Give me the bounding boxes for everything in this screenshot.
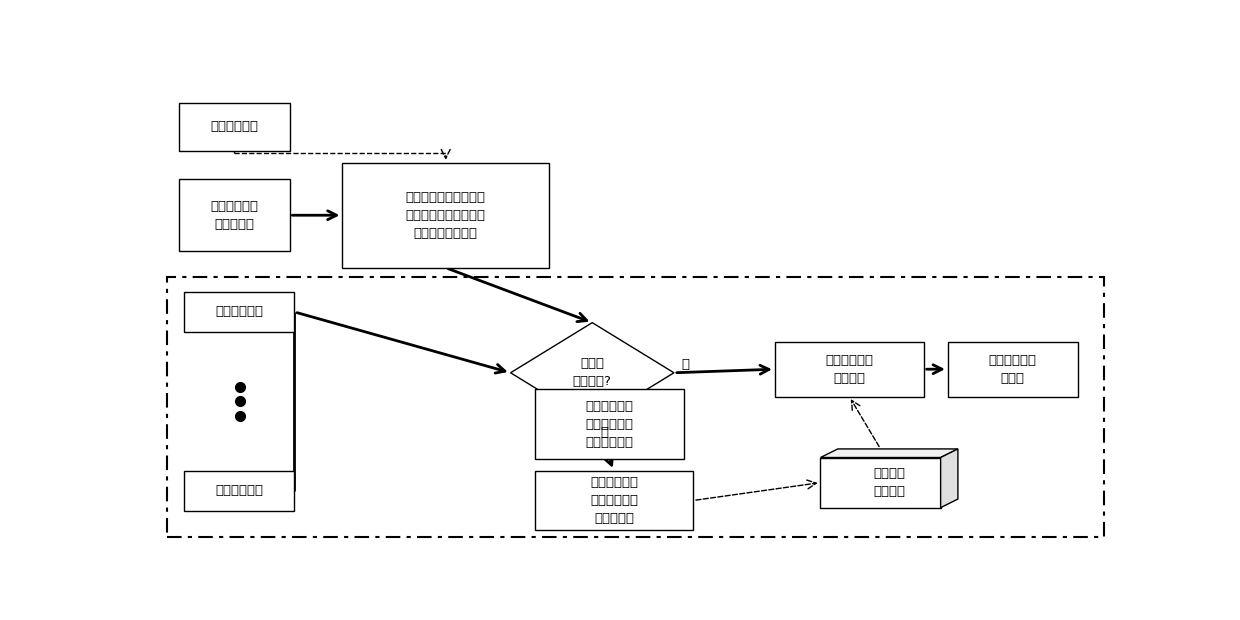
Bar [775,342,924,397]
Polygon shape [941,449,959,508]
Text: 机器人自主运动并进行
自定位，获得当前携带
标记点的世界坐标: 机器人自主运动并进行 自定位，获得当前携带 标记点的世界坐标 [405,191,486,240]
Text: 各相机的
点对数据: 各相机的 点对数据 [873,467,905,498]
Text: 视频图像采集: 视频图像采集 [215,306,263,319]
Bar [184,471,294,511]
Text: 人工给定机器
人巡航路径: 人工给定机器 人巡航路径 [211,200,258,231]
Polygon shape [821,449,959,458]
Bar [179,179,290,251]
Bar [342,162,549,268]
Text: 视频图像采集: 视频图像采集 [215,484,263,497]
Polygon shape [511,322,675,423]
Bar [166,277,1104,538]
Text: 保存各相机的
图像坐标和世
界坐标点对: 保存各相机的 图像坐标和世 界坐标点对 [590,476,637,525]
Bar [534,389,683,459]
Text: 否: 否 [600,426,608,439]
Bar [534,471,693,530]
Text: 机器人
完成巡航?: 机器人 完成巡航? [573,357,611,388]
Bar [947,342,1078,397]
Text: 离线构建地图: 离线构建地图 [211,120,258,133]
Text: 标定相机参数
并保存: 标定相机参数 并保存 [988,353,1037,384]
Bar [184,291,294,332]
Text: 是: 是 [682,358,689,371]
Text: 图像处理，获
得机器人标记
点的图像坐标: 图像处理，获 得机器人标记 点的图像坐标 [585,400,634,449]
Bar [821,458,941,508]
Text: 读取已保存的
点对数据: 读取已保存的 点对数据 [826,353,873,384]
Bar [179,103,290,151]
